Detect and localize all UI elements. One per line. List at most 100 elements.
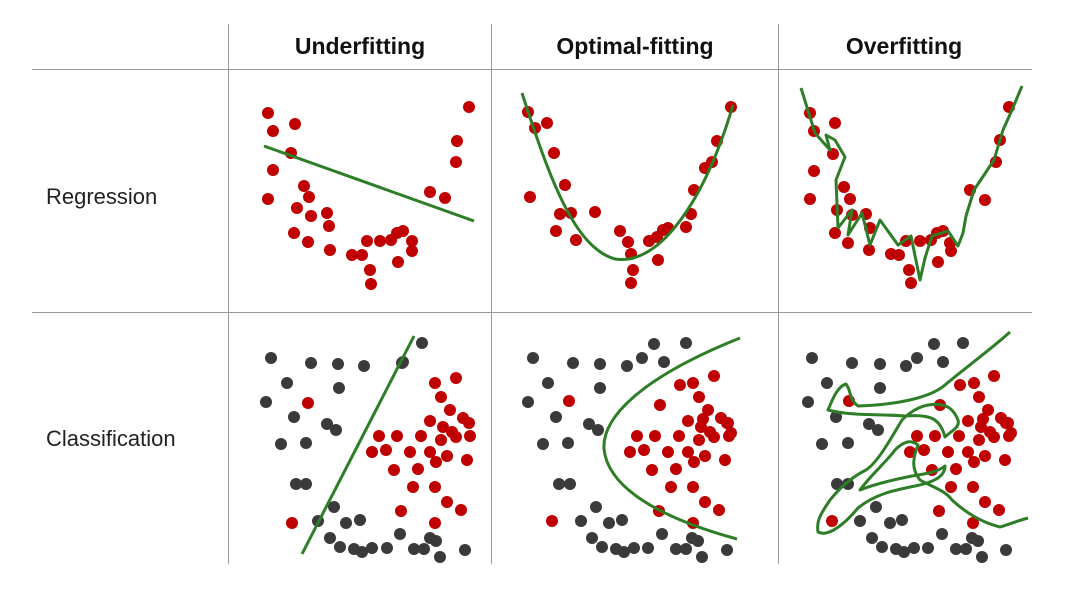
dark-data-point bbox=[900, 360, 912, 372]
red-data-point bbox=[702, 404, 714, 416]
dark-data-point bbox=[354, 514, 366, 526]
column-header-optimal-fitting: Optimal-fitting bbox=[556, 33, 714, 59]
red-data-point bbox=[407, 481, 419, 493]
dark-data-point bbox=[863, 418, 875, 430]
dark-data-point bbox=[334, 541, 346, 553]
regression-underfitting-points bbox=[262, 101, 475, 290]
dark-data-point bbox=[537, 438, 549, 450]
dark-data-point bbox=[305, 357, 317, 369]
red-data-point bbox=[652, 254, 664, 266]
dark-data-point bbox=[872, 424, 884, 436]
dark-data-point bbox=[275, 438, 287, 450]
red-data-point bbox=[554, 208, 566, 220]
red-data-point bbox=[429, 517, 441, 529]
red-data-point bbox=[435, 391, 447, 403]
red-data-point bbox=[954, 379, 966, 391]
dark-data-point bbox=[321, 418, 333, 430]
red-data-point bbox=[665, 481, 677, 493]
red-data-point bbox=[589, 206, 601, 218]
red-data-point bbox=[374, 235, 386, 247]
red-data-point bbox=[365, 278, 377, 290]
classification-overfitting-decision-boundary bbox=[816, 330, 1029, 535]
red-data-point bbox=[682, 415, 694, 427]
dark-data-point bbox=[1000, 544, 1012, 556]
dark-data-point bbox=[680, 337, 692, 349]
red-data-point bbox=[905, 277, 917, 289]
red-data-point bbox=[463, 101, 475, 113]
red-data-point bbox=[441, 496, 453, 508]
red-data-point bbox=[967, 517, 979, 529]
dark-data-point bbox=[870, 501, 882, 513]
red-data-point bbox=[450, 372, 462, 384]
dark-data-point bbox=[928, 338, 940, 350]
regression-optimal-model-curve bbox=[520, 92, 735, 261]
red-data-point bbox=[624, 446, 636, 458]
classification-optimal-red-points bbox=[546, 370, 737, 529]
red-data-point bbox=[953, 430, 965, 442]
dark-data-point bbox=[721, 544, 733, 556]
red-data-point bbox=[437, 421, 449, 433]
dark-data-point bbox=[596, 541, 608, 553]
red-data-point bbox=[682, 446, 694, 458]
red-data-point bbox=[945, 245, 957, 257]
red-data-point bbox=[541, 117, 553, 129]
red-data-point bbox=[439, 192, 451, 204]
red-data-point bbox=[829, 227, 841, 239]
dark-data-point bbox=[922, 542, 934, 554]
red-data-point bbox=[424, 415, 436, 427]
red-data-point bbox=[262, 193, 274, 205]
dark-data-point bbox=[884, 517, 896, 529]
red-data-point bbox=[524, 191, 536, 203]
dark-data-point bbox=[553, 478, 565, 490]
red-data-point bbox=[392, 256, 404, 268]
red-data-point bbox=[627, 264, 639, 276]
red-data-point bbox=[461, 454, 473, 466]
dark-data-point bbox=[527, 352, 539, 364]
red-data-point bbox=[546, 515, 558, 527]
red-data-point bbox=[464, 430, 476, 442]
red-data-point bbox=[697, 413, 709, 425]
red-data-point bbox=[808, 165, 820, 177]
red-data-point bbox=[622, 236, 634, 248]
red-data-point bbox=[346, 249, 358, 261]
row-divider bbox=[32, 312, 1032, 313]
dark-data-point bbox=[876, 541, 888, 553]
red-data-point bbox=[455, 504, 467, 516]
red-data-point bbox=[391, 430, 403, 442]
column-header-overfitting: Overfitting bbox=[845, 33, 963, 59]
dark-data-point bbox=[328, 501, 340, 513]
red-data-point bbox=[979, 194, 991, 206]
dark-data-point bbox=[802, 396, 814, 408]
red-data-point bbox=[321, 207, 333, 219]
red-data-point bbox=[950, 463, 962, 475]
dark-data-point bbox=[911, 352, 923, 364]
red-data-point bbox=[704, 426, 716, 438]
red-data-point bbox=[973, 391, 985, 403]
column-divider-3 bbox=[778, 24, 779, 564]
red-data-point bbox=[380, 444, 392, 456]
red-data-point bbox=[929, 430, 941, 442]
dark-data-point bbox=[616, 514, 628, 526]
column-divider-1 bbox=[228, 24, 229, 564]
red-data-point bbox=[451, 135, 463, 147]
red-data-point bbox=[654, 399, 666, 411]
red-data-point bbox=[415, 430, 427, 442]
dark-data-point bbox=[418, 543, 430, 555]
red-data-point bbox=[713, 504, 725, 516]
red-data-point bbox=[614, 225, 626, 237]
red-data-point bbox=[918, 444, 930, 456]
dark-data-point bbox=[550, 411, 562, 423]
dark-data-point bbox=[874, 382, 886, 394]
red-data-point bbox=[305, 210, 317, 222]
dark-data-point bbox=[434, 551, 446, 563]
regression-underfitting-model-line bbox=[263, 144, 475, 223]
red-data-point bbox=[693, 391, 705, 403]
dark-data-point bbox=[575, 515, 587, 527]
red-data-point bbox=[364, 264, 376, 276]
red-data-point bbox=[979, 450, 991, 462]
red-data-point bbox=[687, 481, 699, 493]
red-data-point bbox=[914, 235, 926, 247]
classification-optimal-panel bbox=[522, 336, 741, 563]
red-data-point bbox=[323, 220, 335, 232]
